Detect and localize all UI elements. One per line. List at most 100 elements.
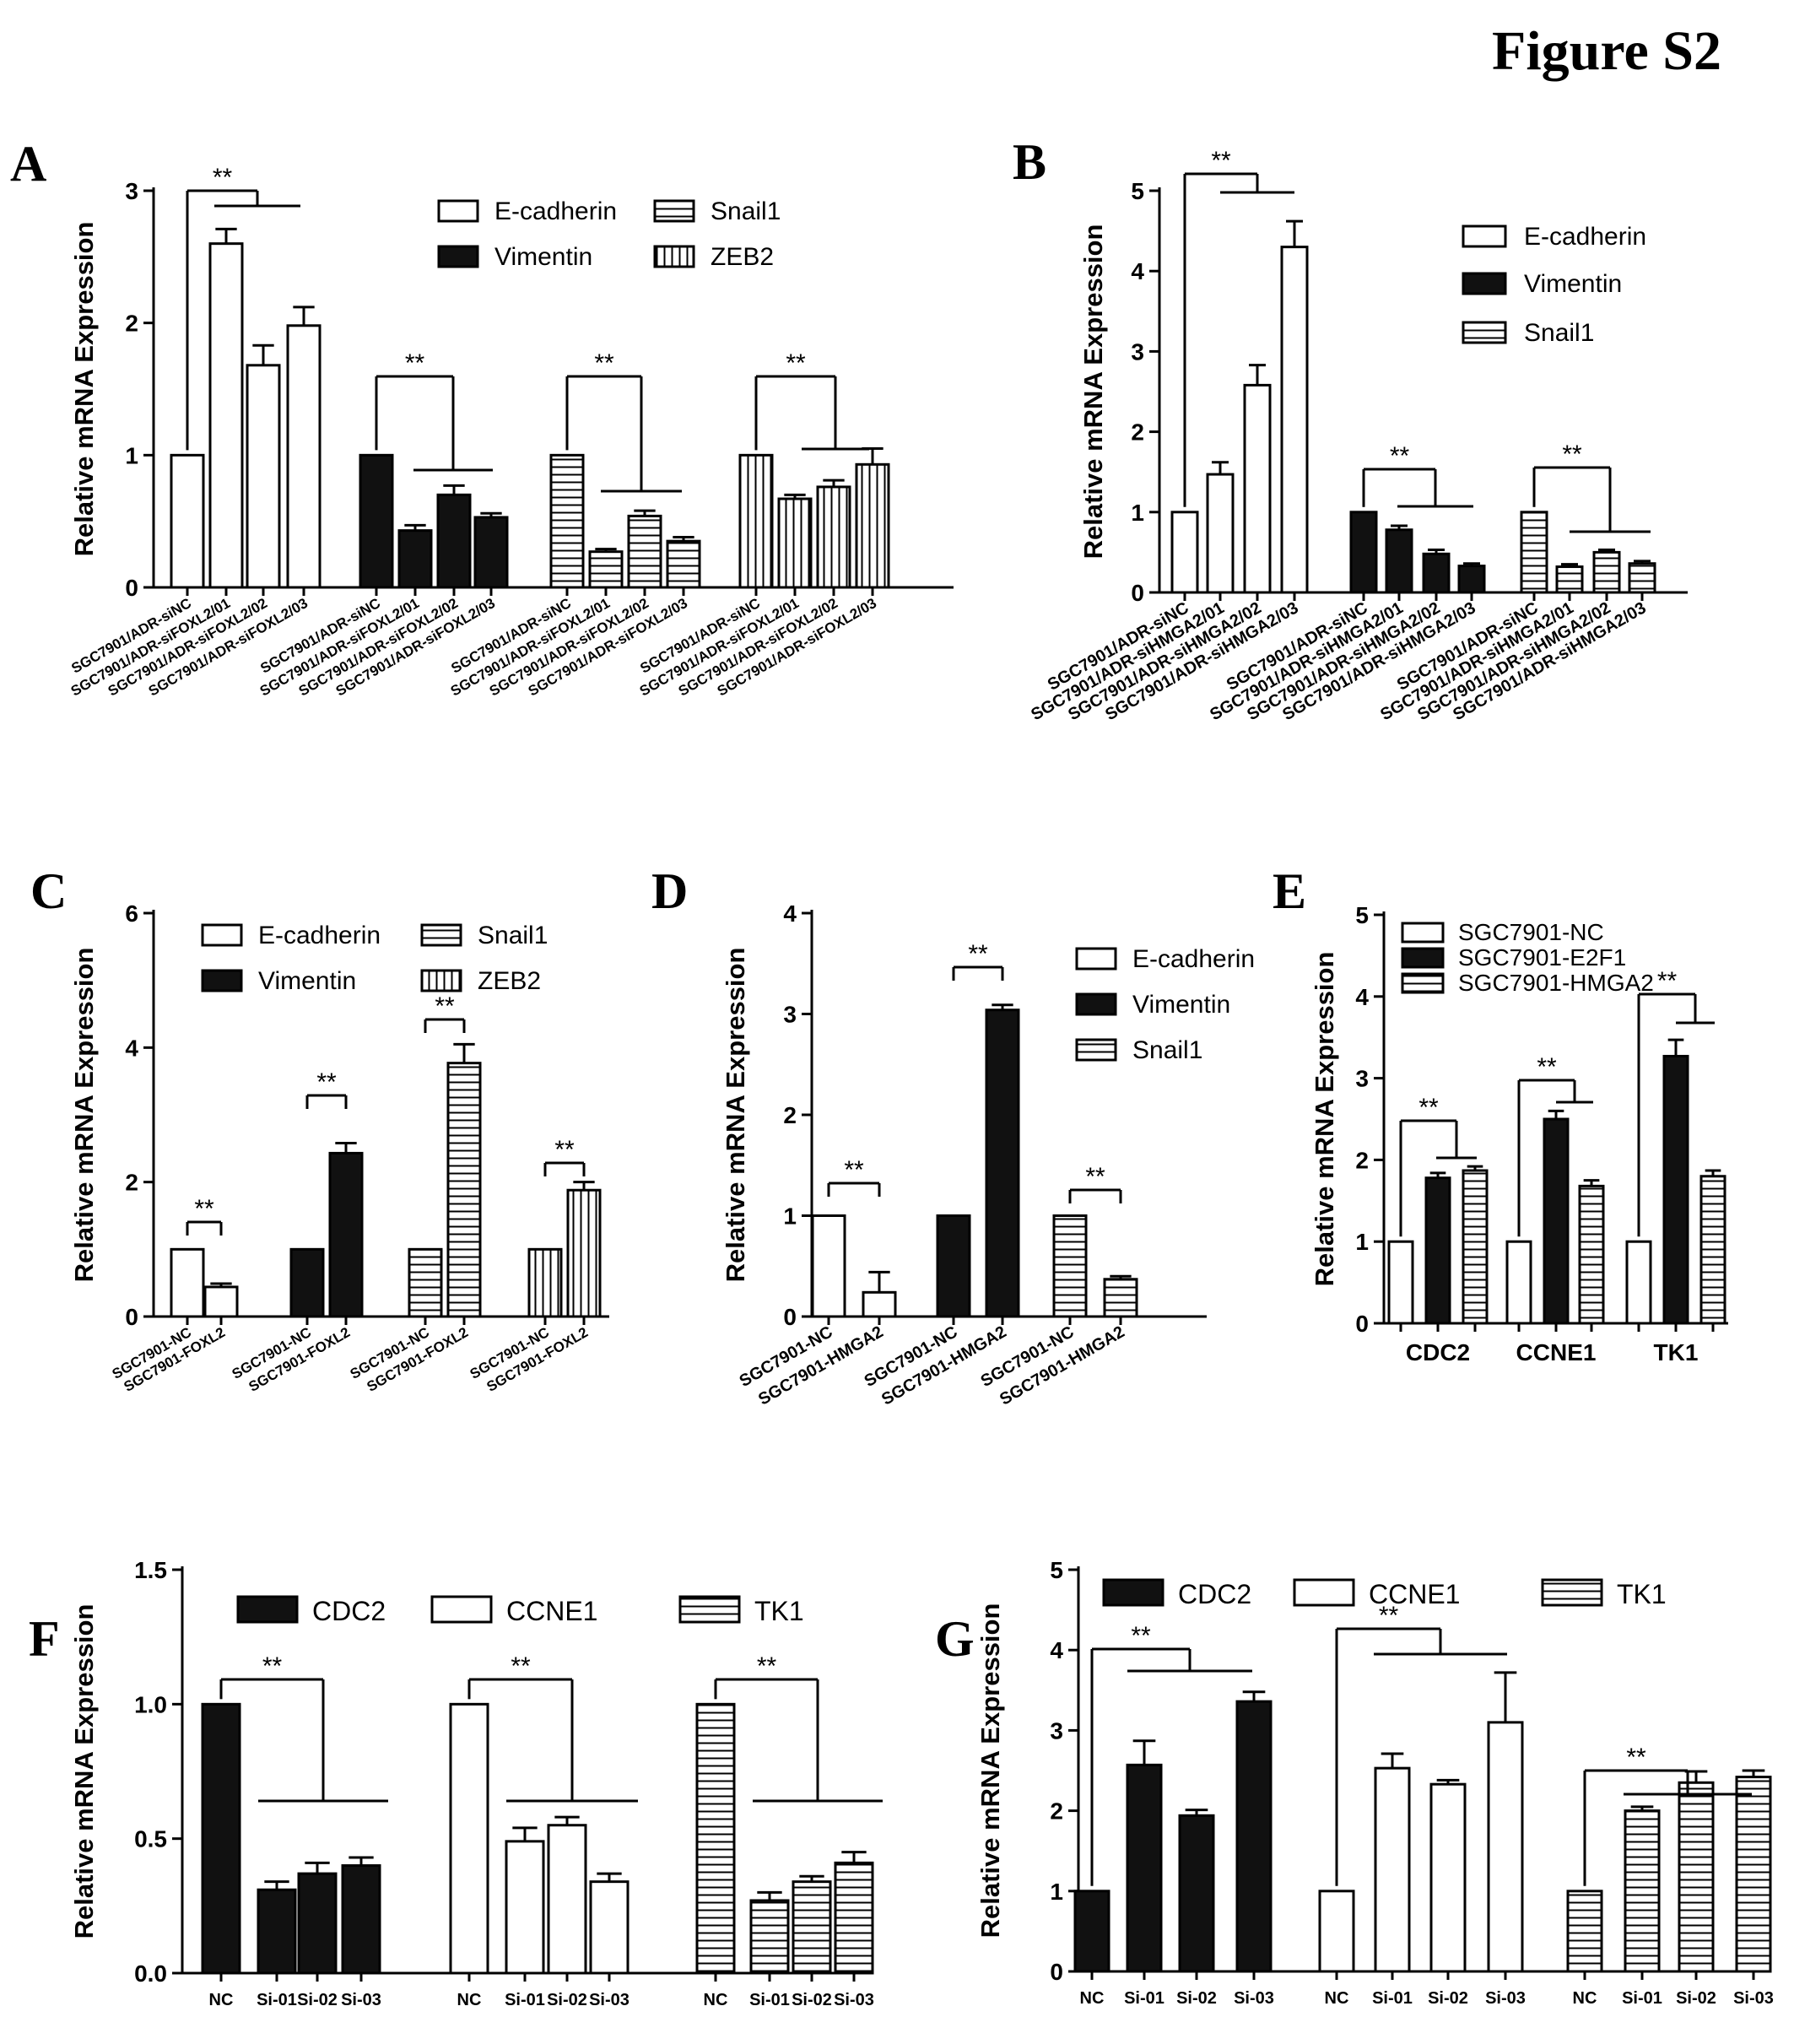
legend-swatch [653,245,695,268]
bar [1457,565,1486,594]
bar [549,453,585,589]
y-tick-label: 2 [783,1102,797,1128]
bar [170,1247,205,1318]
legend-swatch [437,245,479,268]
y-tick-label: 4 [1050,1637,1063,1663]
legend-label: SGC7901-HMGA2 [1458,970,1654,996]
y-tick-label: 3 [1355,1066,1369,1092]
legend-swatch [430,1595,493,1624]
bar [527,1247,563,1318]
significance-label: ** [316,1068,337,1096]
bar [1555,565,1584,594]
legend-swatch [236,1595,299,1624]
bar [627,514,662,589]
y-tick-label: 3 [1050,1717,1063,1744]
bar [1073,1890,1110,1973]
y-tick-label: 2 [125,311,138,337]
x-tick-label: NC [209,1991,234,2009]
bar [359,453,394,589]
x-tick-label: Si-03 [341,1991,381,2009]
bar [985,1008,1020,1318]
y-tick-label: 4 [125,1035,138,1061]
bar [1385,528,1413,594]
significance-label: ** [194,1195,214,1223]
bar [811,1214,846,1318]
y-axis-label: Relative mRNA Expression [721,948,750,1283]
y-tick-label: 5 [1050,1557,1063,1583]
bar [1487,1721,1524,1973]
legend-label: ZEB2 [478,967,541,995]
bar [473,516,509,589]
y-axis-label: Relative mRNA Expression [1078,224,1108,560]
y-tick-label: 1.0 [134,1691,167,1717]
y-tick-label: 4 [783,900,797,927]
x-tick-label: Si-01 [1622,1989,1662,2008]
legend-label: TK1 [754,1596,804,1626]
panel-f: F Relative mRNA Expression 0.0 0.5 1.0 1.5 NC S… [29,1557,883,2009]
x-tick-label: Si-02 [1676,1989,1716,2008]
x-tick-label: TK1 [1654,1339,1699,1365]
significance-label: ** [757,1652,777,1680]
y-tick-label: 0 [783,1304,797,1330]
y-tick-label: 0 [1131,580,1144,606]
y-tick-label: 2 [1355,1147,1369,1173]
legend-swatch [1293,1578,1355,1607]
significance-label: ** [1562,441,1582,468]
legend-label: CDC2 [1178,1579,1251,1609]
x-tick-label: Si-01 [749,1991,790,2009]
y-tick-label: 1 [1355,1229,1369,1255]
bar [1625,1240,1652,1325]
legend-label: Snail1 [711,197,781,225]
x-tick-label: Si-03 [834,1991,874,2009]
bar [1349,511,1378,594]
legend-label: E-cadherin [258,922,381,949]
bar [1662,1054,1689,1325]
legend-swatch [420,969,462,992]
significance-label: ** [1211,147,1231,175]
bar [1052,1214,1088,1318]
y-tick-label: 3 [125,178,138,204]
panel-letter: C [30,863,67,919]
y-tick-label: 1.5 [134,1557,167,1583]
bar [738,453,774,589]
significance-label: ** [594,349,614,377]
legend-label: E-cadherin [1524,223,1646,251]
legend-swatch [1075,947,1117,971]
bar [1235,1700,1273,1973]
legend-label: E-cadherin [1132,945,1255,973]
bar [170,453,205,589]
bar [566,1188,602,1318]
legend-label: Vimentin [494,243,592,271]
significance-label: ** [213,164,233,192]
bar [1543,1117,1570,1325]
y-axis-label: Relative mRNA Expression [975,1603,1005,1939]
legend-label: Vimentin [258,967,356,995]
bar [1387,1240,1414,1325]
legend-swatch [1462,224,1507,248]
bar [1126,1763,1163,1973]
significance-label: ** [1418,1094,1439,1122]
legend-label: TK1 [1617,1579,1667,1609]
y-tick-label: 5 [1131,178,1144,204]
bar [1624,1809,1661,1973]
bar [1735,1776,1772,1973]
legend-label: Snail1 [1132,1036,1202,1064]
legend-swatch [437,199,479,223]
legend-swatch [678,1595,741,1624]
panel-letter: D [651,863,688,919]
bar [203,1285,239,1318]
x-tick-label: Si-02 [1176,1989,1217,2008]
bar [449,1702,489,1975]
panel-letter: A [10,136,46,192]
bar [547,1824,587,1975]
bar [246,364,281,589]
bar [1170,511,1199,594]
bar [792,1880,832,1975]
x-tick-label: Si-02 [547,1991,587,2009]
bar [855,462,890,589]
